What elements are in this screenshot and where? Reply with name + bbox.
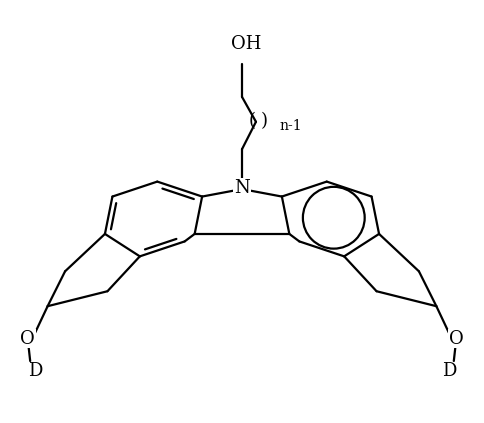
Text: O: O [449, 330, 464, 348]
Text: n-1: n-1 [280, 119, 302, 133]
Text: (: ( [249, 112, 256, 130]
Text: O: O [20, 330, 35, 348]
Text: N: N [234, 179, 250, 197]
Text: D: D [441, 362, 456, 380]
Text: D: D [28, 362, 43, 380]
Text: ): ) [261, 112, 268, 130]
Text: OH: OH [231, 35, 261, 52]
